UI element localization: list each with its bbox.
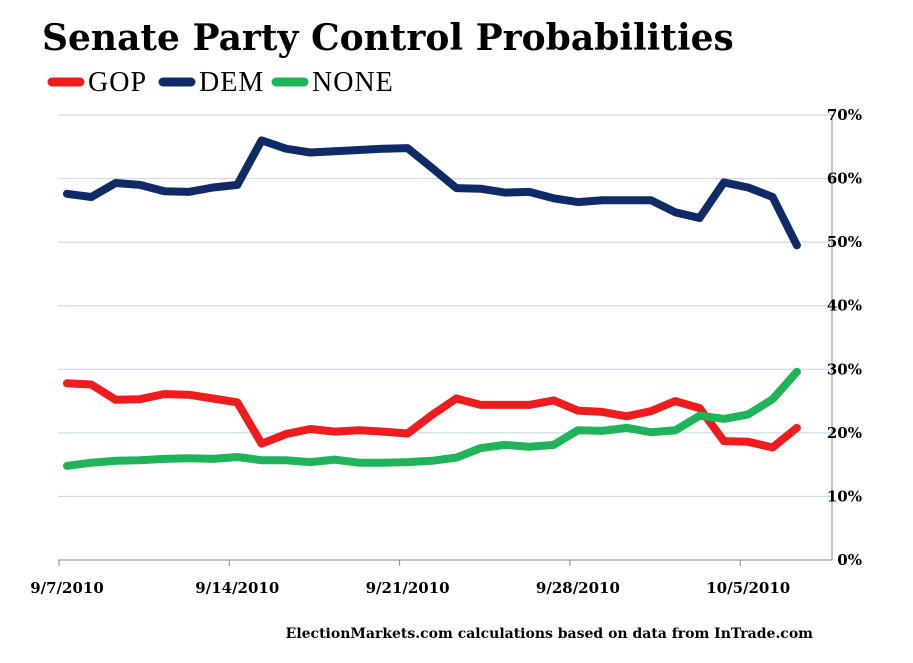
series-line-gop — [63, 379, 801, 452]
y-tick-label: 20% — [827, 424, 862, 442]
y-tick-label: 10% — [827, 487, 862, 505]
y-tick-label: 50% — [827, 233, 862, 251]
y-tick-label: 60% — [827, 170, 862, 188]
gridlines — [58, 114, 832, 497]
series-line-dem — [63, 136, 801, 250]
y-axis-ticks: 0% 10% 20% 30% 40% 50% 60% 70% — [827, 106, 862, 569]
y-tick-label: 70% — [827, 106, 862, 124]
x-axis-ticks: 9/7/2010 9/14/2010 9/21/2010 9/28/2010 10/5/… — [30, 560, 790, 597]
series-lines — [63, 136, 801, 470]
x-tick-label: 10/5/2010 — [706, 579, 790, 597]
y-tick-label: 40% — [827, 297, 862, 315]
legend: GOP DEM NONE — [47, 67, 394, 98]
chart-title: Senate Party Control Probabilities — [42, 17, 734, 59]
legend-label-dem: DEM — [199, 67, 264, 98]
y-tick-label: 0% — [837, 551, 862, 569]
legend-label-gop: GOP — [88, 67, 147, 98]
axes — [58, 115, 833, 561]
x-tick-label: 9/7/2010 — [30, 579, 104, 597]
x-tick-label: 9/28/2010 — [536, 579, 620, 597]
source-note: ElectionMarkets.com calculations based o… — [286, 626, 814, 642]
legend-label-none: NONE — [312, 67, 394, 98]
x-tick-label: 9/14/2010 — [195, 579, 279, 597]
y-tick-label: 30% — [827, 360, 862, 378]
x-tick-label: 9/21/2010 — [366, 579, 450, 597]
series-line-none — [63, 367, 801, 470]
